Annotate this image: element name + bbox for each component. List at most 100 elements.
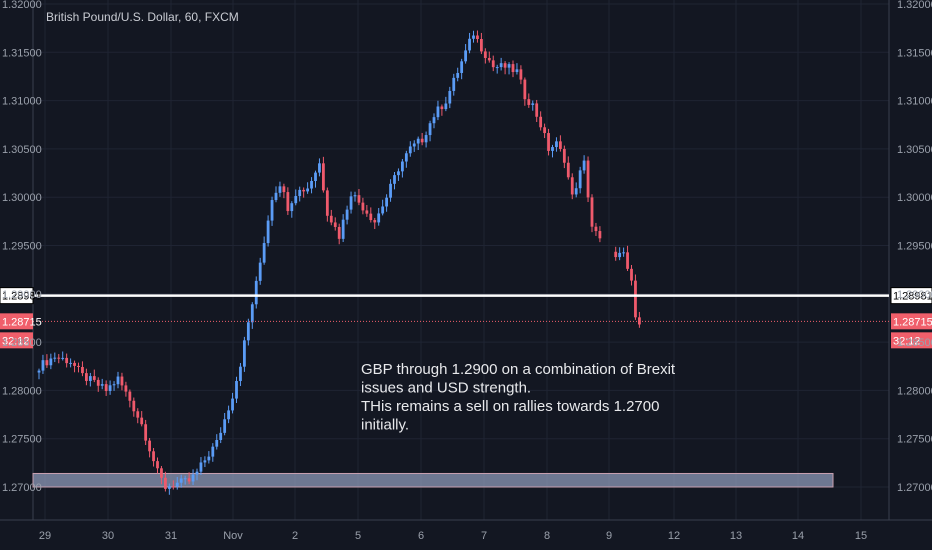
candle-body xyxy=(179,478,183,483)
candle-body xyxy=(274,192,278,201)
candle-body xyxy=(128,391,132,401)
candle-body xyxy=(45,360,49,366)
candle-body xyxy=(515,69,519,73)
y-tick-right: 1.27000 xyxy=(897,482,932,494)
candle-body xyxy=(495,67,499,69)
candle-body xyxy=(574,188,578,195)
annotation-line: GBP through 1.2900 on a combination of B… xyxy=(361,361,676,378)
candle-body xyxy=(294,196,298,204)
candle-body xyxy=(290,203,294,212)
grid-lines xyxy=(0,0,932,521)
x-tick: 2 xyxy=(292,530,298,542)
candle-body xyxy=(404,153,408,162)
candle-body xyxy=(41,360,45,371)
candle-body xyxy=(148,440,151,452)
time-axis[interactable]: 29 30 31 Nov 2 5 6 7 8 9 12 13 14 15 xyxy=(39,530,867,542)
candle-body xyxy=(562,148,566,163)
candle-body xyxy=(408,146,412,154)
candle-body xyxy=(448,90,452,104)
countdown-label-left: 32:12 xyxy=(2,335,30,347)
x-tick: 8 xyxy=(544,530,550,542)
candle-body xyxy=(156,461,159,469)
candle-body xyxy=(314,172,317,181)
candle-body xyxy=(57,357,61,359)
candle-body xyxy=(594,226,598,232)
candle-body xyxy=(112,384,116,386)
candle-body xyxy=(227,410,230,420)
candle-body xyxy=(452,77,456,91)
countdown-tag-left xyxy=(0,332,33,349)
candle-body xyxy=(412,143,416,147)
x-tick: 13 xyxy=(730,530,742,542)
candle-body xyxy=(243,340,246,367)
candle-body xyxy=(566,162,570,178)
candle-body xyxy=(49,358,53,366)
candle-body xyxy=(401,161,404,172)
candle-body xyxy=(310,180,313,189)
x-tick: 15 xyxy=(855,530,867,542)
left-price-axis[interactable]: 1.27000 1.27500 1.28000 1.28500 1.29000 1.295… xyxy=(2,0,42,494)
candle-body xyxy=(487,57,491,61)
candle-body xyxy=(519,69,523,80)
right-price-axis[interactable]: 1.27000 1.27500 1.28000 1.28500 1.29000 1.295… xyxy=(897,0,932,494)
candle-body xyxy=(555,141,558,148)
candle-body xyxy=(258,262,262,281)
candle-body xyxy=(420,138,424,143)
candle-body xyxy=(468,38,471,51)
y-tick-left: 1.27500 xyxy=(2,434,42,446)
candle-body xyxy=(235,381,238,399)
y-tick-left: 1.30500 xyxy=(2,144,42,156)
x-tick: 12 xyxy=(668,530,680,542)
candle-body xyxy=(416,138,420,144)
candle-body xyxy=(630,268,633,281)
y-tick-right: 1.28000 xyxy=(897,385,932,397)
y-tick-right: 1.30500 xyxy=(897,144,932,156)
y-tick-left: 1.29000 xyxy=(2,289,42,301)
candle-body xyxy=(254,280,258,305)
annotation-text[interactable]: GBP through 1.2900 on a combination of B… xyxy=(361,361,676,434)
candle-body xyxy=(547,133,550,151)
y-tick-left: 1.27000 xyxy=(2,482,42,494)
candle-body xyxy=(207,456,211,461)
candle-body xyxy=(357,195,361,203)
x-tick: 30 xyxy=(102,530,114,542)
candle-body xyxy=(523,79,527,100)
candle-body xyxy=(511,64,515,73)
y-tick-right: 1.32000 xyxy=(897,0,932,11)
candle-body xyxy=(88,376,92,381)
candle-body xyxy=(306,188,309,192)
candle-body xyxy=(318,163,321,173)
y-tick-left: 1.28000 xyxy=(2,385,42,397)
candle-body xyxy=(582,160,586,171)
candle-body xyxy=(349,196,353,210)
price-tag-label-left-0: 1.28981 xyxy=(2,291,42,303)
candle-body xyxy=(175,482,179,487)
candle-body xyxy=(499,63,503,68)
candle-body xyxy=(539,116,543,128)
candle-body xyxy=(483,51,487,58)
candle-body xyxy=(527,99,531,105)
candle-body xyxy=(183,478,187,480)
candle-body xyxy=(337,226,341,239)
candle-body xyxy=(432,117,436,124)
candle-body xyxy=(397,171,400,176)
candle-body xyxy=(503,63,507,68)
y-tick-right: 1.30000 xyxy=(897,192,932,204)
candle-body xyxy=(570,177,574,195)
candle-body xyxy=(124,385,128,392)
candle-body xyxy=(622,252,625,254)
candle-body xyxy=(614,251,618,258)
candles xyxy=(37,30,641,495)
candle-body xyxy=(160,468,163,478)
support-zone-rect xyxy=(32,472,834,488)
candle-body xyxy=(460,61,464,73)
candle-body xyxy=(223,419,227,433)
candle-body xyxy=(199,462,203,472)
candle-body xyxy=(298,189,302,197)
candle-body xyxy=(203,460,207,463)
price-tag-left-0 xyxy=(0,287,34,305)
y-tick-left: 1.29500 xyxy=(2,241,42,253)
candle-body xyxy=(590,197,594,227)
x-tick: Nov xyxy=(223,530,243,542)
